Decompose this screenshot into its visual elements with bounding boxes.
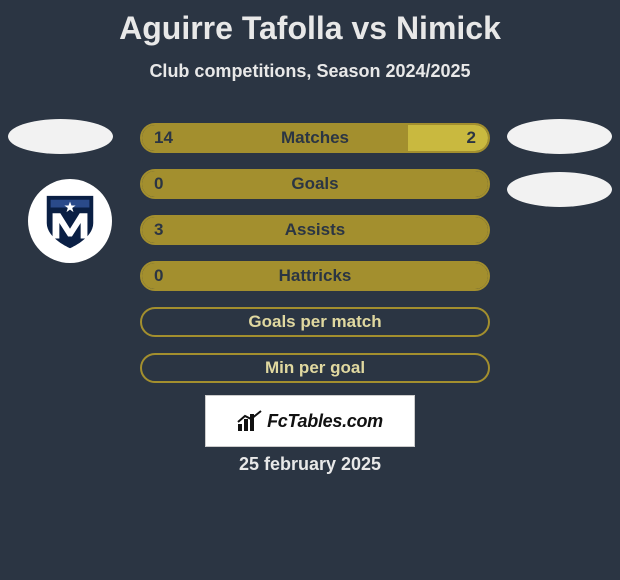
player-right-avatar: [507, 119, 612, 154]
brand-text: FcTables.com: [267, 411, 383, 432]
stat-value-left: 14: [154, 125, 173, 151]
monterrey-crest-icon: [39, 190, 101, 252]
stat-label: Goals per match: [142, 309, 488, 335]
stat-row: Goals0: [140, 169, 490, 199]
page-title: Aguirre Tafolla vs Nimick: [0, 0, 620, 47]
stat-row: Hattricks0: [140, 261, 490, 291]
stats-bars: Matches142Goals0Assists3Hattricks0Goals …: [140, 123, 490, 399]
stat-value-left: 3: [154, 217, 163, 243]
stat-value-left: 0: [154, 263, 163, 289]
stat-row: Min per goal: [140, 353, 490, 383]
stat-row: Matches14 2: [140, 123, 490, 153]
stat-label: Hattricks: [142, 263, 488, 289]
club-right-avatar: [507, 172, 612, 207]
stat-row: Assists3: [140, 215, 490, 245]
brand-card: FcTables.com: [205, 395, 415, 447]
stat-label: Assists: [142, 217, 488, 243]
stat-label: Goals: [142, 171, 488, 197]
page-subtitle: Club competitions, Season 2024/2025: [0, 61, 620, 82]
club-left-logo: [28, 179, 112, 263]
stat-value-left: 0: [154, 171, 163, 197]
stat-label: Matches: [142, 125, 488, 151]
stat-label: Min per goal: [142, 355, 488, 381]
comparison-card: Aguirre Tafolla vs Nimick Club competiti…: [0, 0, 620, 580]
stat-value-right: 2: [467, 125, 476, 151]
footer-date: 25 february 2025: [0, 454, 620, 475]
player-left-avatar: [8, 119, 113, 154]
stat-row: Goals per match: [140, 307, 490, 337]
fctables-logo-icon: [237, 410, 263, 432]
